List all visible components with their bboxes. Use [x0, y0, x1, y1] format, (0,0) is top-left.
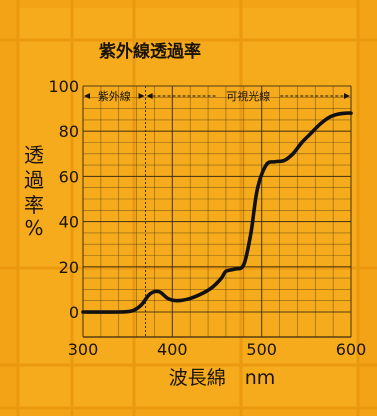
x-tick-label: 300 [68, 340, 99, 359]
x-tick-label: 400 [157, 340, 188, 359]
region-arrow-head-left [84, 93, 90, 99]
y-tick-label: 80 [59, 122, 79, 141]
sheet-panel [18, 8, 358, 410]
x-axis-label: 波長綿 nm [169, 367, 276, 389]
transmittance-line [81, 111, 353, 314]
y-tick-label: 0 [69, 303, 79, 322]
y-axis-label-char-3: 率 [24, 193, 44, 217]
y-axis-label: 透 過 率 % [24, 143, 44, 240]
y-tick-label: 100 [48, 77, 79, 96]
y-axis-label-char-1: 透 [24, 143, 44, 167]
series-layer [81, 111, 353, 314]
region-arrow-head-left [146, 93, 153, 99]
y-tick-label: 60 [59, 167, 79, 186]
region-arrow-head-right [138, 93, 145, 99]
grid-layer [82, 85, 352, 338]
region-label: 可視光線 [226, 89, 270, 103]
y-tick-labels: 0 20 40 60 80 100 [48, 77, 79, 322]
x-tick-label: 500 [246, 340, 277, 359]
region-label: 紫外線 [98, 89, 131, 103]
chart-title: 紫外線透過率 [99, 41, 201, 62]
x-tick-label: 600 [336, 340, 367, 359]
x-tick-labels: 300 400 500 600 [68, 340, 367, 359]
y-axis-label-char-4: % [24, 216, 43, 240]
region-arrow-head-right [344, 93, 350, 99]
region-layer: 紫外線 可視光線 [84, 86, 350, 337]
y-tick-label: 40 [59, 213, 79, 232]
y-tick-label: 20 [59, 258, 79, 277]
y-axis-label-char-2: 過 [24, 168, 44, 192]
